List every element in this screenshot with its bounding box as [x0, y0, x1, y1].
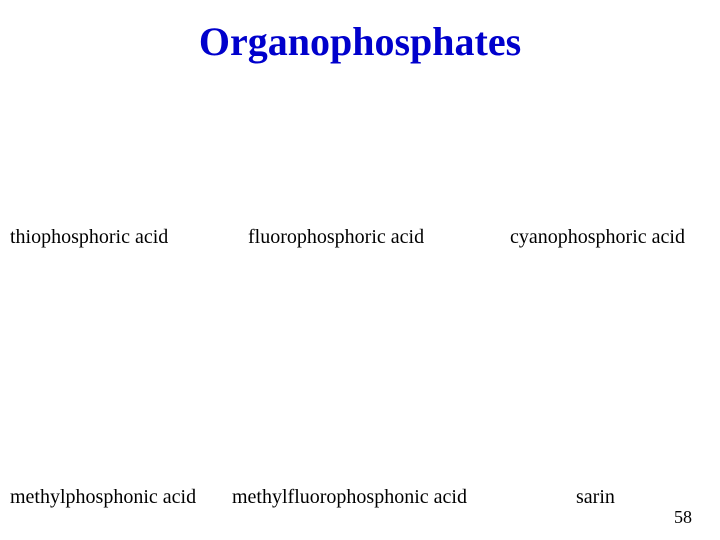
label-cyanophosphoric-acid: cyanophosphoric acid: [510, 226, 685, 249]
label-methylfluorophosphonic-acid: methylfluorophosphonic acid: [232, 486, 467, 509]
label-sarin: sarin: [576, 486, 615, 509]
slide-title: Organophosphates: [0, 18, 720, 65]
label-thiophosphoric-acid: thiophosphoric acid: [10, 226, 168, 249]
label-methylphosphonic-acid: methylphosphonic acid: [10, 486, 196, 509]
slide: Organophosphates thiophosphoric acid flu…: [0, 0, 720, 540]
page-number: 58: [674, 507, 692, 528]
label-fluorophosphoric-acid: fluorophosphoric acid: [248, 226, 424, 249]
